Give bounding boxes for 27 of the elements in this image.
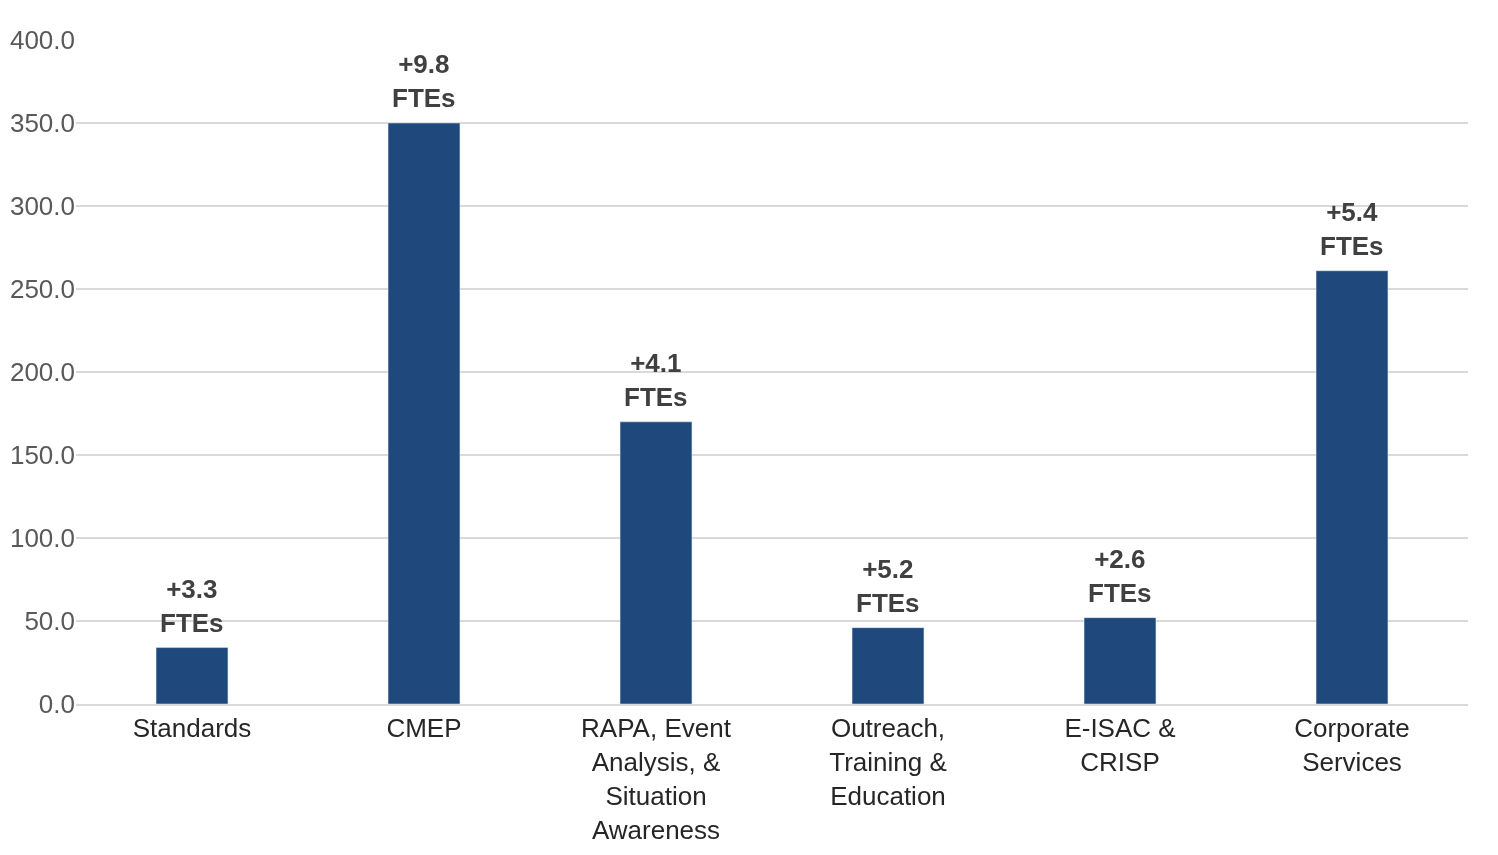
bar: [387, 122, 461, 704]
y-tick-label: 400.0: [9, 25, 75, 56]
x-tick-label: CMEP: [386, 713, 462, 744]
y-tick-label: 200.0: [9, 357, 75, 388]
y-tick-label: 300.0: [9, 191, 75, 222]
y-tick-label: 0.0: [38, 689, 75, 720]
annotation: +2.6 FTEs: [1088, 544, 1152, 608]
annotation: +3.3 FTEs: [160, 574, 224, 638]
annotation: +4.1 FTEs: [624, 348, 688, 412]
bar: [619, 421, 693, 704]
x-tick-label: RAPA, Event Analysis, & Situation Awareness: [581, 713, 732, 845]
annotation: +5.4 FTEs: [1320, 197, 1384, 261]
bar: [851, 627, 925, 704]
x-tick-label: Corporate Services: [1294, 713, 1410, 777]
x-tick-label: Standards: [132, 713, 252, 744]
x-tick-label: Outreach, Training & Education: [829, 713, 947, 811]
y-tick-label: 100.0: [9, 523, 75, 554]
annotation: +9.8 FTEs: [392, 49, 456, 113]
y-tick-label: 50.0: [24, 606, 75, 637]
y-tick-label: 350.0: [9, 108, 75, 139]
bar: [1083, 617, 1157, 704]
y-tick-label: 250.0: [9, 274, 75, 305]
bar: [1315, 270, 1389, 704]
annotation: +5.2 FTEs: [856, 554, 920, 618]
x-tick-label: E-ISAC & CRISP: [1064, 713, 1176, 777]
y-tick-label: 150.0: [9, 440, 75, 471]
bar: [155, 647, 229, 704]
